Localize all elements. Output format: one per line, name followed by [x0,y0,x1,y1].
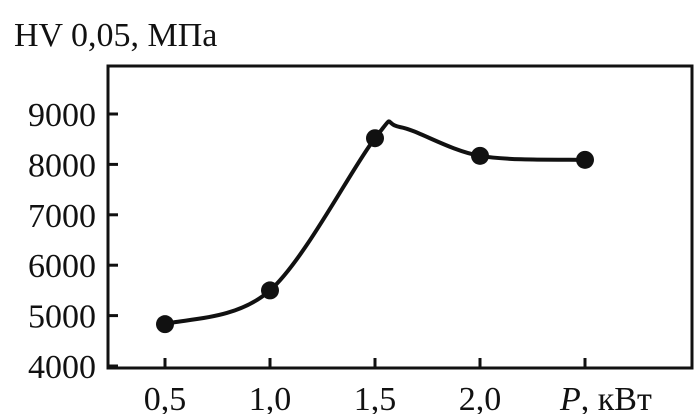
plot-frame [106,64,694,370]
x-tick-label: 0,5 [144,381,187,414]
data-points [156,129,594,334]
data-point-marker [471,146,489,165]
y-axis-title: HV 0,05, МПа [14,17,217,54]
data-point-marker [156,315,174,334]
data-point-marker [261,281,279,300]
x-axis-unit: , кВт [581,381,652,414]
x-axis-title: P, кВт [559,381,652,414]
y-tick-label: 5000 [28,299,96,336]
data-point-marker [366,129,384,148]
x-axis-variable: P [559,381,581,414]
y-tick-label: 8000 [28,147,96,184]
x-tick-label: 1,5 [354,381,397,414]
y-axis: 4000 5000 6000 7000 8000 9000 [28,97,118,386]
y-tick-label: 7000 [28,198,96,235]
x-tick-label: 2,0 [459,381,502,414]
y-tick-label: 9000 [28,97,96,134]
x-tick-label: 1,0 [249,381,292,414]
x-axis: 0,5 1,0 1,5 2,0 [144,358,587,414]
series-line [163,119,587,327]
y-tick-label: 6000 [28,248,96,285]
y-tick-label: 4000 [28,349,96,386]
data-point-marker [576,150,594,169]
